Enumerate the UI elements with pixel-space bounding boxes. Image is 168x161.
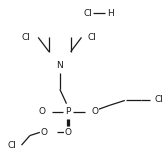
Text: Cl: Cl: [83, 9, 92, 18]
Text: Cl: Cl: [87, 33, 96, 42]
Text: O: O: [65, 128, 72, 137]
Text: Cl: Cl: [155, 95, 164, 104]
Text: N: N: [56, 61, 63, 70]
Text: O: O: [40, 128, 47, 137]
Text: P: P: [66, 107, 71, 116]
Text: Cl: Cl: [8, 142, 16, 150]
Text: H: H: [107, 9, 114, 18]
Text: O: O: [92, 107, 98, 116]
Text: O: O: [39, 107, 46, 116]
Text: Cl: Cl: [22, 33, 31, 42]
